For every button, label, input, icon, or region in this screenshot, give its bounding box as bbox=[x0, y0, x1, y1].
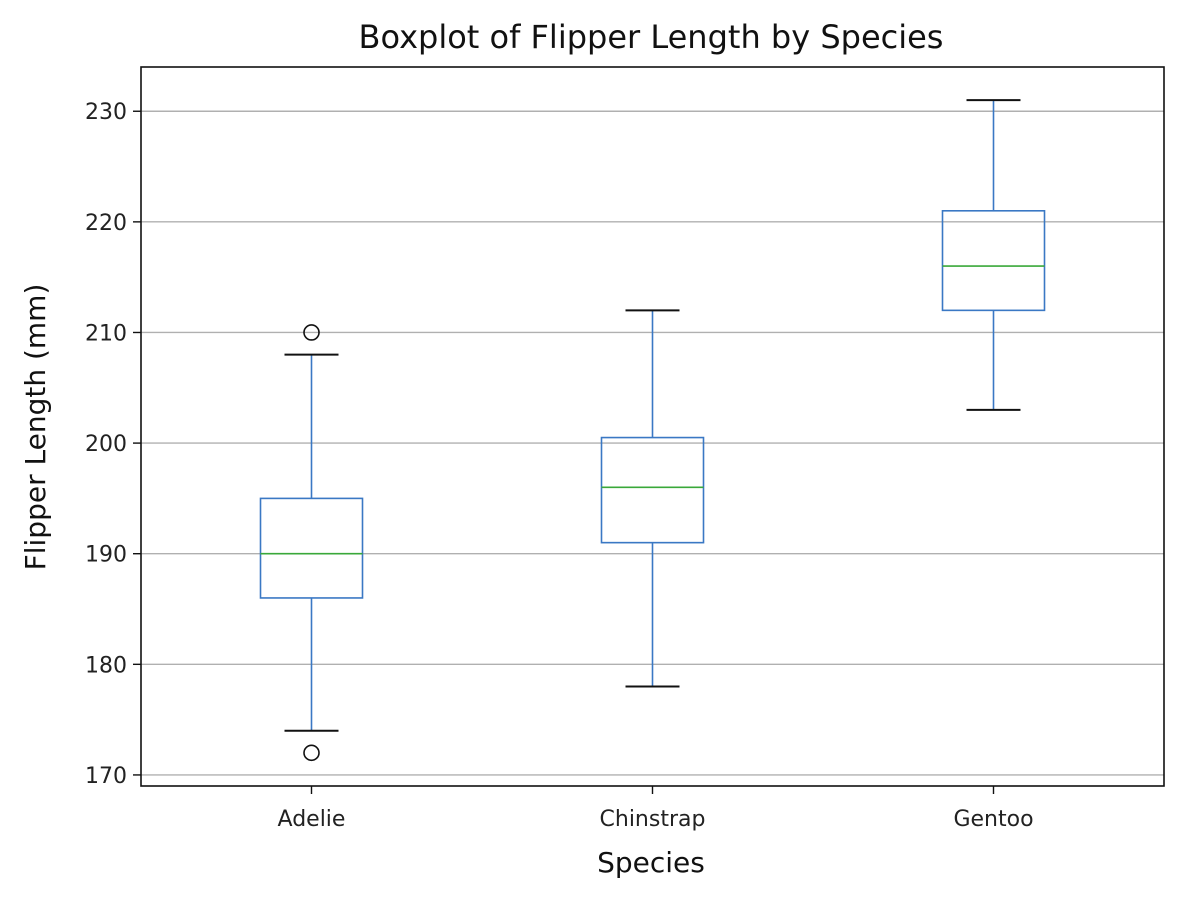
x-axis-label: Species bbox=[597, 846, 705, 879]
y-axis-ticks: 170 180 190 200 210 220 230 bbox=[85, 100, 141, 789]
y-tick-label: 200 bbox=[85, 432, 127, 457]
outlier-point bbox=[303, 744, 320, 762]
box-adelie bbox=[259, 324, 364, 762]
y-tick-label: 180 bbox=[85, 653, 127, 678]
x-tick-label: Gentoo bbox=[953, 807, 1033, 832]
y-tick-label: 220 bbox=[85, 211, 127, 236]
box-series bbox=[259, 99, 1046, 762]
y-tick-label: 230 bbox=[85, 100, 127, 125]
box-chinstrap bbox=[600, 309, 705, 688]
x-axis-ticks: Adelie Chinstrap Gentoo bbox=[278, 786, 1034, 832]
x-tick-label: Adelie bbox=[278, 807, 346, 832]
x-tick-label: Chinstrap bbox=[600, 807, 706, 832]
y-tick-label: 190 bbox=[85, 543, 127, 568]
y-tick-label: 210 bbox=[85, 321, 127, 346]
outlier-point bbox=[303, 324, 320, 341]
chart-title: Boxplot of Flipper Length by Species bbox=[359, 18, 944, 56]
y-axis-label: Flipper Length (mm) bbox=[19, 284, 52, 571]
box-iqr bbox=[259, 497, 364, 599]
y-tick-label: 170 bbox=[85, 764, 127, 789]
box-gentoo bbox=[941, 99, 1046, 411]
box-iqr bbox=[941, 210, 1046, 312]
box-iqr bbox=[600, 436, 705, 544]
